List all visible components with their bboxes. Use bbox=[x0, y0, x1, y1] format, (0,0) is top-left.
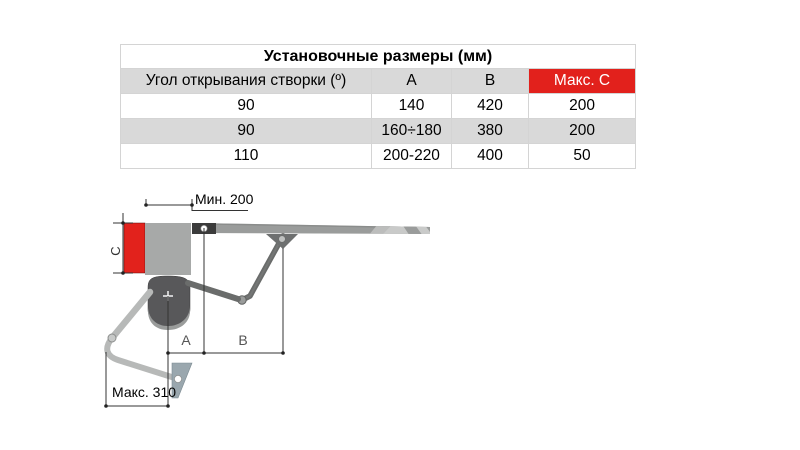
svg-text:B: B bbox=[238, 332, 247, 348]
svg-text:A: A bbox=[181, 332, 191, 348]
svg-text:Мин. 200: Мин. 200 bbox=[195, 191, 254, 207]
svg-text:Макс. 310: Макс. 310 bbox=[112, 384, 176, 400]
